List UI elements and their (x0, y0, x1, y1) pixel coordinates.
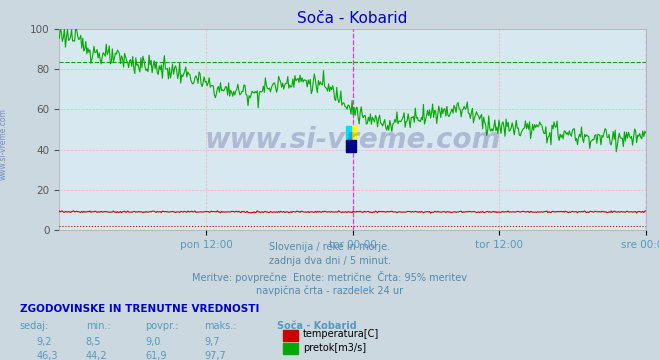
Text: 44,2: 44,2 (86, 351, 107, 360)
Text: 9,2: 9,2 (36, 337, 52, 347)
Title: Soča - Kobarid: Soča - Kobarid (297, 11, 408, 26)
Text: povpr.:: povpr.: (145, 321, 179, 331)
Bar (345, 126, 351, 152)
Text: 9,0: 9,0 (145, 337, 160, 347)
Bar (345, 140, 356, 152)
Text: sedaj:: sedaj: (20, 321, 49, 331)
Text: Soča - Kobarid: Soča - Kobarid (277, 321, 357, 331)
Text: navpična črta - razdelek 24 ur: navpična črta - razdelek 24 ur (256, 285, 403, 296)
Text: temperatura[C]: temperatura[C] (303, 329, 380, 339)
Text: Meritve: povprečne  Enote: metrične  Črta: 95% meritev: Meritve: povprečne Enote: metrične Črta:… (192, 271, 467, 283)
Text: 61,9: 61,9 (145, 351, 167, 360)
Text: Slovenija / reke in morje.: Slovenija / reke in morje. (269, 242, 390, 252)
Text: www.si-vreme.com: www.si-vreme.com (204, 126, 501, 154)
Bar (345, 126, 356, 152)
Text: zadnja dva dni / 5 minut.: zadnja dva dni / 5 minut. (269, 256, 390, 266)
Text: ZGODOVINSKE IN TRENUTNE VREDNOSTI: ZGODOVINSKE IN TRENUTNE VREDNOSTI (20, 304, 259, 314)
Text: maks.:: maks.: (204, 321, 237, 331)
Text: 9,7: 9,7 (204, 337, 220, 347)
Text: 46,3: 46,3 (36, 351, 58, 360)
Text: min.:: min.: (86, 321, 111, 331)
Text: 97,7: 97,7 (204, 351, 226, 360)
Text: pretok[m3/s]: pretok[m3/s] (303, 343, 366, 353)
Text: www.si-vreme.com: www.si-vreme.com (0, 108, 8, 180)
Text: 8,5: 8,5 (86, 337, 101, 347)
